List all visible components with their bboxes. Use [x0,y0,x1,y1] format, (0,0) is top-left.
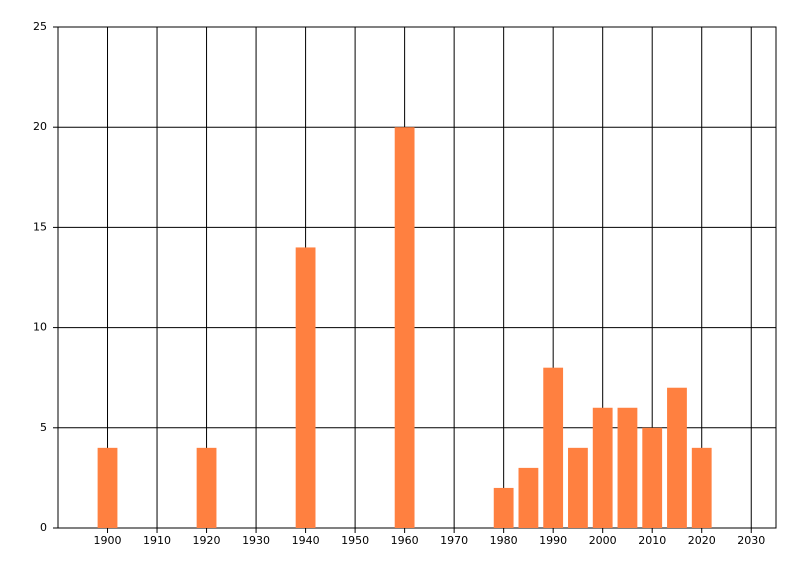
x-tick-label: 1990 [539,534,567,547]
bar [691,447,712,528]
x-tick-label: 1920 [193,534,221,547]
y-tick-label: 20 [33,120,47,133]
x-tick-label: 2030 [737,534,765,547]
y-tick-label: 5 [40,421,47,434]
x-tick-label: 2000 [589,534,617,547]
bar [196,447,217,528]
bar [97,447,118,528]
bar [518,467,539,528]
y-tick-label: 25 [33,20,47,33]
bar [617,407,638,528]
bar [642,427,663,528]
x-tick-label: 1970 [440,534,468,547]
x-tick-label: 1980 [490,534,518,547]
x-tick-label: 1930 [242,534,270,547]
bar [394,127,415,528]
y-tick-label: 0 [40,521,47,534]
x-tick-label: 1900 [94,534,122,547]
x-tick-label: 1950 [341,534,369,547]
bar [493,487,514,528]
bar [543,367,564,528]
x-tick-label: 2020 [688,534,716,547]
bar [667,387,687,528]
x-tick-label: 1910 [143,534,171,547]
bar [568,447,588,528]
x-tick-label: 1960 [391,534,419,547]
x-tick-label: 1940 [292,534,320,547]
bar [592,407,613,528]
y-tick-label: 10 [33,321,47,334]
y-tick-label: 15 [33,220,47,233]
bar [295,247,316,528]
x-tick-label: 2010 [638,534,666,547]
